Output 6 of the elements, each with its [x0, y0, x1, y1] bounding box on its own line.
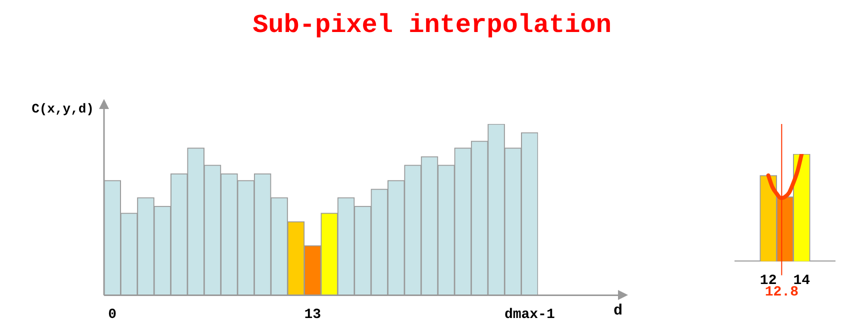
- chart-title: Sub-pixel interpolation: [252, 10, 612, 40]
- x-axis-title: d: [613, 302, 623, 320]
- y-axis-title: C(x,y,d): [32, 101, 94, 116]
- x-tick-label: dmax-1: [504, 307, 555, 324]
- x-tick-label: 13: [304, 307, 322, 324]
- x-tick-label: 0: [108, 307, 117, 324]
